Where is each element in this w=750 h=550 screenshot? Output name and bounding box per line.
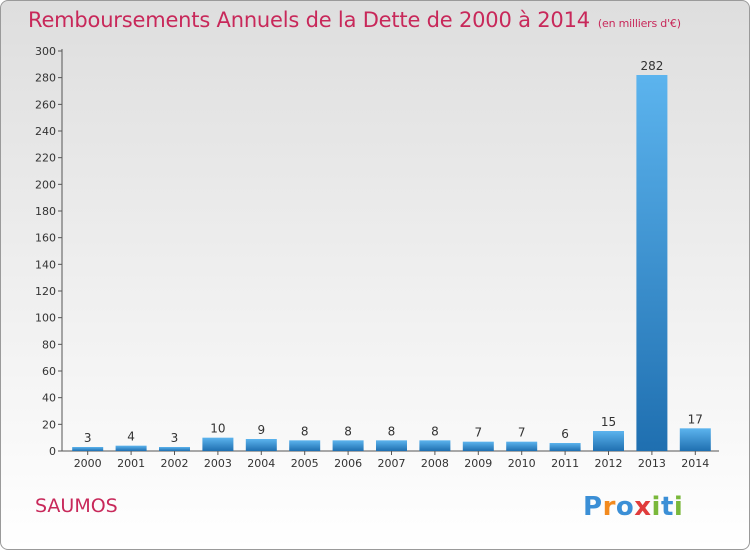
brand-letter: x	[634, 492, 652, 522]
bar-2004	[245, 439, 277, 451]
y-tick-label: 20	[42, 418, 56, 431]
y-tick-label: 240	[35, 125, 56, 138]
y-tick-label: 60	[42, 365, 56, 378]
y-tick-label: 180	[35, 205, 56, 218]
brand-letter: P	[583, 492, 603, 522]
value-label-2008: 8	[431, 424, 439, 438]
chart-title-text: Remboursements Annuels de la Dette de 20…	[28, 8, 590, 32]
bar-2000	[72, 447, 104, 451]
value-label-2011: 6	[561, 427, 569, 441]
value-label-2004: 9	[257, 423, 265, 437]
y-tick-label: 260	[35, 98, 56, 111]
bar-2001	[115, 445, 147, 451]
value-label-2012: 15	[601, 415, 616, 429]
y-tick-label: 220	[35, 152, 56, 165]
value-label-2014: 17	[688, 412, 703, 426]
y-tick-label: 100	[35, 312, 56, 325]
bar-2002	[159, 447, 190, 451]
x-tick-label-2011: 2011	[551, 457, 579, 470]
y-tick-label: 280	[35, 72, 56, 85]
y-tick-label: 120	[35, 285, 56, 298]
value-label-2009: 7	[474, 426, 482, 440]
x-tick-label-2005: 2005	[291, 457, 319, 470]
chart-subtitle: (en milliers d'€)	[597, 17, 681, 30]
x-tick-label-2012: 2012	[595, 457, 623, 470]
value-label-2005: 8	[301, 424, 309, 438]
x-tick-label-2006: 2006	[334, 457, 362, 470]
brand-letter: i	[651, 492, 661, 522]
x-tick-label-2009: 2009	[464, 457, 492, 470]
bar-2008	[419, 440, 451, 451]
x-tick-label-2007: 2007	[378, 457, 406, 470]
x-tick-label-2004: 2004	[247, 457, 275, 470]
value-label-2013: 282	[640, 59, 663, 73]
bar-2012	[593, 431, 624, 451]
bar-2005	[289, 440, 321, 451]
y-tick-label: 40	[42, 392, 56, 405]
bar-2011	[549, 443, 581, 451]
value-label-2007: 8	[388, 424, 396, 438]
value-label-2003: 10	[210, 422, 225, 436]
x-tick-label-2013: 2013	[638, 457, 666, 470]
x-tick-label-2014: 2014	[681, 457, 709, 470]
x-tick-label-2010: 2010	[508, 457, 536, 470]
brand-letter: t	[660, 492, 674, 522]
bar-2009	[462, 441, 494, 451]
value-label-2002: 3	[171, 431, 179, 445]
y-tick-label: 140	[35, 258, 56, 271]
value-label-2001: 4	[127, 430, 135, 444]
chart-bars	[72, 75, 711, 451]
y-tick-label: 0	[49, 445, 56, 458]
chart-axes: 0 20 40 60 80 100 120 140 160 180 200 220 240 260 280 3…	[35, 45, 719, 458]
place-name: SAUMOS	[35, 495, 118, 517]
x-tick-label-2003: 2003	[204, 457, 232, 470]
brand-letter: i	[673, 492, 684, 522]
bar-2007	[376, 440, 407, 451]
x-tick-label-2008: 2008	[421, 457, 449, 470]
bar-2003	[202, 437, 234, 451]
y-tick-label: 200	[35, 178, 56, 191]
x-tick-label-2000: 2000	[74, 457, 102, 470]
brand-letter: o	[615, 492, 635, 522]
bar-2013	[636, 75, 668, 451]
bar-2010	[506, 441, 538, 451]
chart-labels: 2000 3 2001 4 2002 3 2003 10 2004 9 2005 8 2006 8 2007…	[74, 59, 710, 470]
bar-2014	[679, 428, 711, 451]
value-label-2000: 3	[84, 431, 92, 445]
x-tick-label-2001: 2001	[117, 457, 145, 470]
value-label-2010: 7	[518, 426, 526, 440]
brand-letter: r	[602, 492, 616, 522]
y-tick-label: 160	[35, 232, 56, 245]
x-tick-label-2002: 2002	[161, 457, 189, 470]
chart-title: Remboursements Annuels de la Dette de 20…	[28, 8, 681, 32]
bar-2006	[332, 440, 364, 451]
value-label-2006: 8	[344, 424, 352, 438]
y-tick-label: 300	[35, 45, 56, 58]
brand-logo: Proxiti	[583, 492, 683, 522]
y-tick-label: 80	[42, 338, 56, 351]
